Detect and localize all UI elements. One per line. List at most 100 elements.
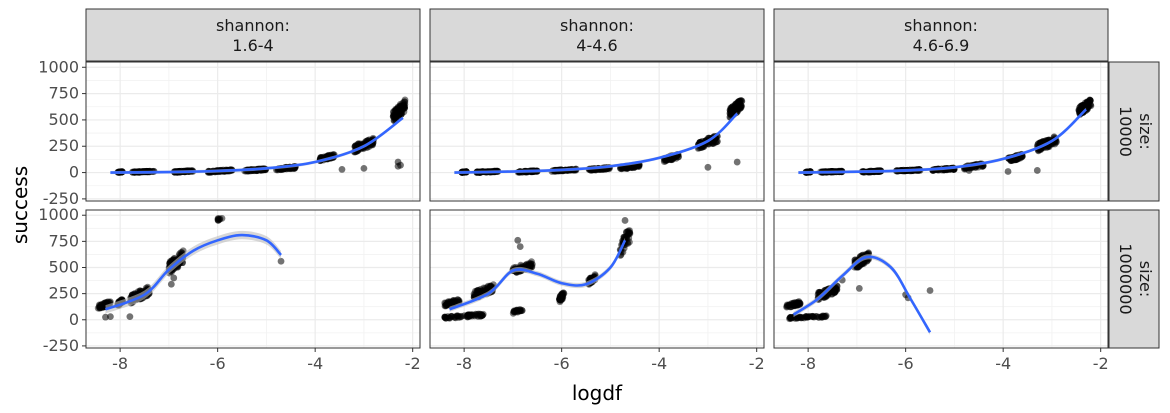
column-strip-label: shannon: bbox=[216, 16, 290, 35]
y-tick-label: 250 bbox=[48, 284, 79, 303]
data-point bbox=[626, 238, 633, 246]
data-point bbox=[787, 314, 795, 322]
facet-panel bbox=[85, 209, 421, 349]
data-point bbox=[360, 164, 368, 172]
x-tick-label: -6 bbox=[554, 354, 570, 373]
panel-border bbox=[85, 61, 421, 202]
data-point bbox=[96, 304, 104, 312]
y-tick-label: -250 bbox=[43, 336, 79, 355]
data-point bbox=[102, 313, 109, 321]
panel-border bbox=[773, 209, 1109, 349]
y-tick-label: 750 bbox=[48, 231, 79, 250]
facet-panel bbox=[429, 61, 765, 202]
data-point bbox=[525, 262, 533, 270]
smooth-line bbox=[454, 112, 739, 174]
data-point bbox=[512, 308, 519, 316]
data-point bbox=[557, 294, 565, 302]
column-strip-value: 4.6-6.9 bbox=[913, 36, 970, 55]
row-strip-label: size: bbox=[1136, 261, 1155, 297]
data-point bbox=[516, 243, 524, 250]
data-point bbox=[401, 98, 409, 106]
row-strip-text: size:10000 bbox=[1116, 106, 1155, 157]
y-tick-label: 0 bbox=[69, 163, 79, 182]
row-strip-label: size: bbox=[1136, 113, 1155, 149]
y-tick-label: 250 bbox=[48, 136, 79, 155]
data-point bbox=[1033, 167, 1041, 174]
data-point bbox=[451, 297, 459, 305]
row-strip bbox=[1108, 209, 1160, 349]
data-point bbox=[965, 167, 973, 174]
panel-border bbox=[85, 209, 421, 349]
facet-panel bbox=[773, 209, 1109, 349]
panel-background bbox=[774, 62, 1108, 201]
panel-background bbox=[86, 62, 420, 201]
x-tick-label: -8 bbox=[800, 354, 816, 373]
x-tick-label: -2 bbox=[405, 354, 421, 373]
gridlines bbox=[86, 62, 420, 201]
panel-border bbox=[773, 61, 1109, 202]
column-strip bbox=[85, 8, 421, 62]
data-point bbox=[391, 112, 399, 119]
data-point bbox=[218, 214, 226, 222]
data-point bbox=[621, 217, 629, 224]
column-strip bbox=[429, 8, 765, 62]
facet-panel bbox=[85, 61, 421, 202]
smooth-line bbox=[105, 233, 283, 311]
facet-panel bbox=[773, 61, 1109, 202]
x-axis-title: logdf bbox=[572, 381, 623, 405]
y-tick-label: 0 bbox=[69, 310, 79, 329]
y-tick-label: 1000 bbox=[38, 57, 79, 76]
column-strip-label: shannon: bbox=[904, 16, 978, 35]
data-point bbox=[1086, 96, 1094, 104]
row-strip-value: 10000 bbox=[1116, 106, 1135, 157]
data-point bbox=[1004, 168, 1012, 175]
data-point bbox=[391, 107, 399, 115]
x-tick-label: -8 bbox=[112, 354, 128, 373]
panel-background bbox=[430, 62, 764, 201]
panel-background bbox=[774, 210, 1108, 348]
y-tick-label: -250 bbox=[43, 189, 79, 208]
column-strip-label: shannon: bbox=[560, 16, 634, 35]
data-point bbox=[704, 163, 712, 171]
x-tick-label: -2 bbox=[1093, 354, 1109, 373]
x-tick-label: -6 bbox=[210, 354, 226, 373]
data-point bbox=[815, 288, 822, 296]
data-point bbox=[797, 314, 805, 322]
x-axis: -8 -6 -4 -2 -8 -6 -4 -2 -8 -6 -4 -2 bbox=[112, 348, 1109, 373]
y-axis-title: success bbox=[8, 166, 32, 244]
x-tick-label: -8 bbox=[456, 354, 472, 373]
data-point bbox=[796, 301, 803, 309]
data-point bbox=[126, 313, 134, 321]
data-point bbox=[170, 274, 178, 282]
data-point bbox=[478, 312, 486, 319]
data-point bbox=[926, 287, 934, 294]
data-point bbox=[441, 302, 449, 310]
data-point bbox=[806, 312, 814, 320]
data-point bbox=[514, 236, 522, 244]
data-point bbox=[626, 230, 634, 238]
y-tick-label: 500 bbox=[48, 258, 79, 277]
gridlines bbox=[774, 62, 1108, 201]
column-strip-value: 1.6-4 bbox=[232, 36, 273, 55]
data-point bbox=[338, 166, 346, 173]
column-strip-value: 4-4.6 bbox=[576, 36, 617, 55]
y-tick-label: 750 bbox=[48, 84, 79, 103]
panel-border bbox=[429, 209, 765, 349]
smooth-line bbox=[792, 255, 932, 333]
row-strip-text: size:1000000 bbox=[1116, 243, 1155, 314]
x-tick-label: -4 bbox=[995, 354, 1011, 373]
panel-border bbox=[429, 61, 765, 202]
data-point bbox=[1078, 102, 1086, 110]
data-point bbox=[397, 161, 404, 169]
smooth-line bbox=[798, 108, 1087, 174]
confidence-band bbox=[105, 230, 282, 314]
data-point bbox=[277, 257, 285, 265]
data-point bbox=[832, 285, 840, 293]
data-point bbox=[468, 311, 476, 319]
smooth-line bbox=[449, 239, 627, 311]
data-point bbox=[787, 303, 795, 311]
data-point bbox=[167, 280, 175, 288]
column-strip bbox=[773, 8, 1109, 62]
